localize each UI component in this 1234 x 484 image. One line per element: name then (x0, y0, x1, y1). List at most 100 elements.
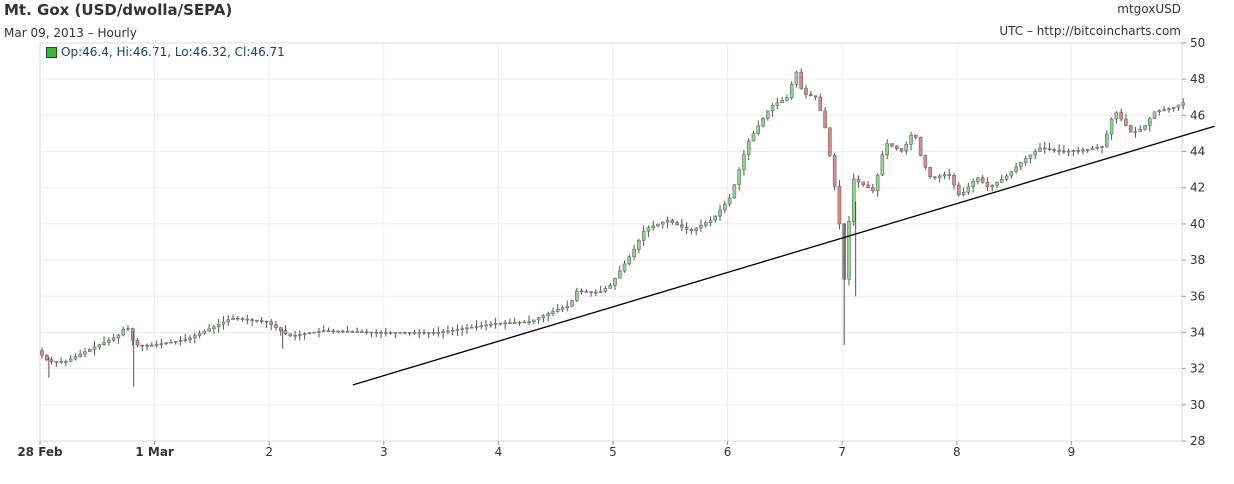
candle-body (952, 174, 956, 186)
x-tick-label: 4 (495, 445, 503, 459)
candle-body (393, 332, 398, 334)
candle-body (336, 330, 340, 333)
candle-body (331, 330, 336, 333)
candle-body (341, 330, 345, 333)
candle-body (1019, 162, 1023, 168)
candle-body (589, 291, 593, 293)
candle-body (460, 328, 464, 330)
candle-body (947, 174, 951, 176)
candle-body (957, 184, 961, 196)
candle-body (508, 322, 512, 324)
candle-body (197, 333, 202, 336)
candle-body (283, 330, 288, 334)
candle-body (866, 184, 870, 189)
candle-body (713, 215, 718, 221)
candle-body (670, 220, 675, 223)
candle-body (570, 300, 574, 307)
candle-body (207, 328, 211, 332)
candle-body (474, 326, 479, 328)
candle-body (73, 356, 78, 360)
candle-body (159, 343, 164, 345)
candle-body (1105, 133, 1109, 147)
y-tick-label: 30 (1190, 398, 1205, 412)
candle-body (718, 209, 722, 217)
candle-body (1181, 102, 1185, 106)
candle-body (412, 332, 417, 334)
candle-body (1157, 110, 1162, 112)
candle-body (732, 184, 737, 199)
candle-body (914, 135, 918, 138)
candle-body (551, 311, 555, 314)
x-tick-label: 5 (609, 445, 617, 459)
candle-body (398, 332, 402, 334)
candle-body (427, 332, 431, 334)
candle-body (255, 319, 259, 322)
candle-body (479, 325, 484, 327)
candle-body (1066, 150, 1071, 153)
candle-body (293, 334, 297, 337)
candle-body (961, 192, 966, 196)
symbol-label: mtgoxUSD (1117, 2, 1181, 16)
candle-body (226, 319, 230, 323)
candle-body (885, 143, 889, 155)
candle-body (274, 324, 278, 328)
candle-body (503, 322, 507, 325)
candle-body (555, 309, 560, 312)
candle-body (312, 331, 316, 334)
candle-body (770, 105, 775, 112)
candle-body (1167, 108, 1171, 110)
candle-body (603, 288, 608, 292)
candle-body (1143, 125, 1147, 130)
candle-body (512, 322, 517, 324)
candle-body (92, 346, 97, 350)
y-tick-label: 42 (1190, 181, 1205, 195)
candle-body (360, 331, 364, 333)
candle-body (111, 337, 116, 341)
candle-body (279, 327, 283, 331)
candle-body (751, 133, 756, 142)
candle-body (990, 185, 994, 188)
x-tick-label: 3 (380, 445, 388, 459)
candle-body (1114, 112, 1119, 120)
x-tick-label: 28 Feb (17, 445, 63, 459)
candle-body (761, 118, 765, 127)
y-tick-label: 40 (1190, 217, 1205, 231)
candle-body (374, 331, 378, 334)
candle-body (832, 155, 837, 187)
candle-body (1081, 149, 1085, 152)
candle-body (828, 127, 832, 156)
candle-body (326, 330, 331, 332)
candle-body (1128, 125, 1133, 133)
candle-body (904, 144, 909, 152)
candle-body (45, 354, 49, 360)
candle-body (150, 344, 154, 347)
candle-body (847, 221, 851, 280)
candle-body (484, 324, 488, 327)
candle-body (942, 174, 947, 177)
candle-body (455, 329, 460, 331)
candle-body (97, 344, 102, 348)
candle-body (656, 223, 660, 227)
candle-body (59, 361, 63, 363)
candle-body (498, 322, 503, 325)
candle-body (302, 333, 307, 335)
candle-body (598, 291, 603, 293)
candle-body (1009, 171, 1014, 177)
x-tick-label: 8 (953, 445, 961, 459)
candle-body (976, 177, 980, 182)
candle-body (684, 226, 689, 230)
candle-body (995, 182, 999, 186)
candle-body (54, 361, 59, 363)
candle-body (379, 332, 383, 334)
candle-body (746, 140, 751, 155)
candle-body (1023, 158, 1028, 163)
candle-body (68, 358, 73, 362)
candle-body (789, 84, 794, 99)
candle-body (407, 332, 412, 334)
candle-body (88, 349, 92, 353)
candle-body (1152, 111, 1157, 119)
candle-body (78, 353, 82, 357)
candle-body (766, 110, 770, 119)
candle-body (355, 331, 359, 333)
candle-body (937, 175, 942, 178)
